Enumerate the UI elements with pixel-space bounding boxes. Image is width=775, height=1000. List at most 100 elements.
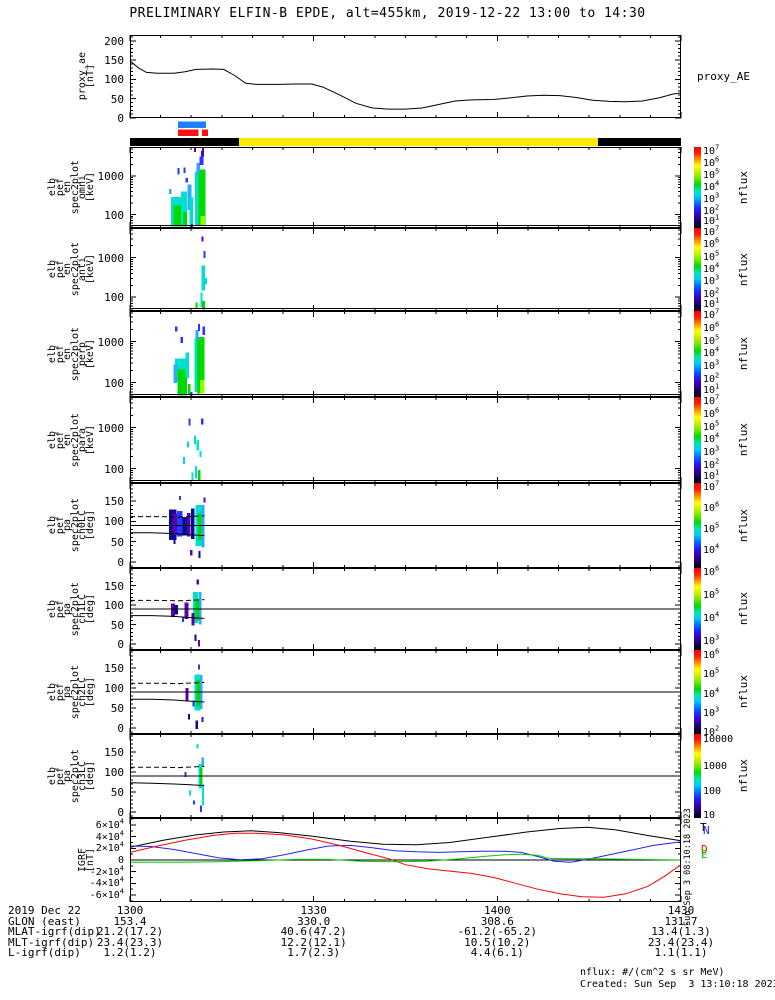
- colorbar-tick-label: 103: [703, 274, 720, 288]
- nflux-units-note: nflux: #/(cm^2 s sr MeV): [580, 967, 725, 978]
- colorbar-tick-label: 102: [703, 457, 720, 472]
- colorbar-title: nflux: [737, 675, 750, 709]
- footer-value: 131.7: [664, 914, 698, 928]
- colorbar-title: nflux: [737, 423, 750, 457]
- colorbar-tick-label: 106: [703, 236, 720, 251]
- footer-row-label: L-igrf(dip): [8, 946, 81, 959]
- footer-value: 21.2(17.2): [96, 925, 164, 938]
- panel-ylabel-word: [deg]: [84, 593, 96, 625]
- pa-ytick-label: 50: [110, 535, 124, 549]
- panel-ylabel-word: [keV]: [84, 424, 96, 456]
- footer-value: 40.6(47.2): [280, 925, 347, 938]
- igrf-ytick-label: -6×104: [89, 887, 124, 901]
- pa-ytick-label: 100: [104, 599, 124, 613]
- colorbar: [694, 650, 701, 734]
- colorbar-tick-label: 105: [703, 521, 720, 536]
- panel-ylabel-word: [deg]: [84, 676, 96, 708]
- energy-ytick-label: 1000: [97, 335, 125, 349]
- colorbar-tick-label: 107: [703, 224, 720, 238]
- panel-ylabel-word: [nT]: [84, 64, 96, 89]
- pa-ytick-label: 0: [117, 638, 124, 652]
- pa-ytick-label: 50: [110, 786, 124, 799]
- colorbar-tick-label: 104: [703, 686, 720, 700]
- panel-ylabel: elb pef en spec2plot anti [keV]: [14, 228, 96, 311]
- footer-value: 330.0: [297, 914, 331, 928]
- colorbar-tick-label: 107: [703, 479, 720, 493]
- pa-ytick-label: 50: [110, 702, 124, 715]
- footer-value: 308.6: [480, 914, 514, 928]
- footer-value: 1.7(2.3): [287, 946, 341, 959]
- colorbar-tick-label: 103: [703, 444, 720, 459]
- colorbar-tick-label: 101: [703, 296, 720, 310]
- footer-value: 1.2(1.2): [103, 946, 157, 959]
- footer-value: 23.4(23.3): [96, 935, 164, 949]
- energy-ytick-label: 1000: [97, 169, 125, 183]
- colorbar: [694, 568, 701, 650]
- colorbar-tick-label: 103: [703, 191, 720, 206]
- colorbar-tick-label: 106: [703, 500, 720, 514]
- colorbar: [694, 147, 701, 228]
- igrf-ytick-label: 0: [117, 855, 124, 866]
- colorbar-title: nflux: [737, 592, 750, 626]
- colorbar-tick-label: 101: [703, 213, 720, 228]
- panel-ylabel-word: [keV]: [84, 338, 96, 370]
- pa-ytick-label: 150: [104, 579, 124, 593]
- colorbar-tick-label: 103: [703, 705, 720, 720]
- colorbar: [694, 311, 701, 397]
- colorbar-tick-label: 101: [703, 382, 720, 396]
- colorbar: [694, 734, 701, 818]
- panel-ylabel: elb pef en spec2plot omni [keV]: [14, 147, 96, 228]
- colorbar: [694, 228, 701, 311]
- colorbar-tick-label: 105: [703, 333, 720, 347]
- colorbar-tick-label: 104: [703, 610, 720, 624]
- igrf-ytick-label: 2×104: [95, 841, 124, 855]
- panel-ylabel: elb pef en spec2plot perp [keV]: [14, 311, 96, 397]
- pa-ytick-label: 0: [117, 555, 124, 569]
- footer-row-label: MLT-igrf(dip): [8, 935, 95, 949]
- igrf-ytick-label: -4×104: [89, 876, 124, 890]
- colorbar-tick-label: 106: [703, 155, 720, 169]
- energy-ytick-label: 100: [104, 376, 124, 390]
- colorbar-tick-label: 104: [703, 346, 720, 360]
- footer-value: 1.1(1.1): [654, 946, 708, 959]
- panel-ylabel: proxy_ae [nT]: [14, 35, 96, 118]
- footer-value: 1300: [116, 904, 144, 917]
- proxy-ae-ytick-label: 200: [104, 34, 124, 48]
- colorbar-tick-label: 106: [703, 320, 720, 334]
- igrf-ytick-label: -2×104: [89, 864, 124, 878]
- panel-ylabel-word: [keV]: [84, 254, 96, 285]
- colorbar-tick-label: 105: [703, 666, 720, 680]
- panel-ylabel: elb pef pa spec2plot ch3LC [deg]: [14, 734, 96, 818]
- proxy-ae-ytick-label: 0: [117, 112, 124, 125]
- footer-row-label: 2019 Dec 22: [8, 904, 81, 917]
- energy-ytick-label: 100: [104, 291, 124, 305]
- footer-row-label: GLON (east): [8, 914, 81, 928]
- colorbar-tick-label: 103: [703, 633, 720, 647]
- colorbar-tick-label: 106: [703, 406, 720, 420]
- created-note: Created: Sun Sep 3 13:10:18 2023: [580, 979, 775, 990]
- panel-ylabel: elb pef pa spec2plot ch0LC [deg]: [14, 483, 96, 568]
- panel-ylabel: IGRF [nT]: [14, 818, 96, 902]
- footer-value: 13.4(1.3): [651, 925, 711, 938]
- footer-value: 153.4: [113, 914, 147, 928]
- colorbar-tick-label: 102: [703, 204, 720, 218]
- colorbar-tick-label: 107: [703, 307, 720, 321]
- footer-value: 10.5(10.2): [464, 935, 531, 949]
- panel-ylabel-word: [keV]: [84, 172, 96, 203]
- colorbar-title: nflux: [737, 170, 750, 204]
- proxy-ae-ytick-label: 100: [104, 73, 124, 87]
- footer-value: 12.2(12.1): [280, 935, 347, 949]
- colorbar-tick-label: 104: [703, 179, 720, 194]
- colorbar-tick-label: 102: [703, 724, 720, 738]
- colorbar-title: nflux: [737, 252, 750, 286]
- colorbar-tick-label: 103: [703, 358, 720, 373]
- colorbar-tick-label: 104: [703, 261, 720, 275]
- colorbar-tick-label: 10: [703, 809, 716, 821]
- energy-ytick-label: 1000: [97, 421, 125, 435]
- panel-ylabel: elb pef pa spec2plot ch2LC [deg]: [14, 650, 96, 734]
- proxy-ae-right-label: proxy_AE: [697, 70, 750, 83]
- igrf-legend-t: T: [700, 821, 707, 834]
- colorbar-tick-label: 100: [703, 786, 722, 798]
- energy-ytick-label: 100: [104, 208, 124, 222]
- colorbar-tick-label: 104: [703, 543, 720, 557]
